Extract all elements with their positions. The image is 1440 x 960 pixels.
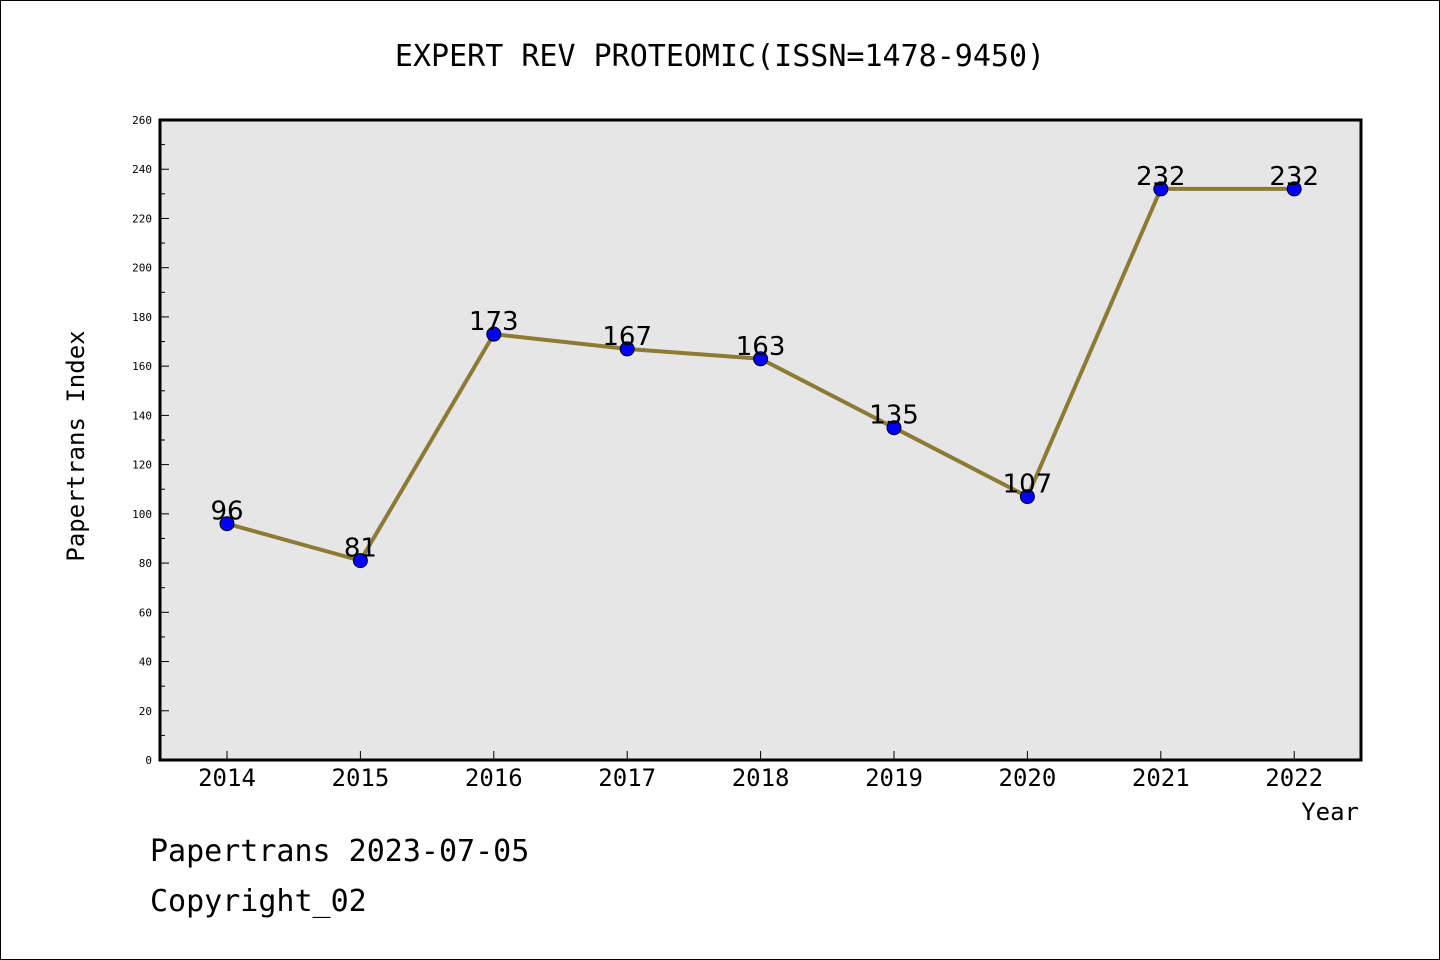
data-labels-group: 96 81 173 167 163 135 107 232 232 <box>210 162 1319 564</box>
plot-area <box>158 118 1363 762</box>
y-tick-label: 80 <box>139 557 152 570</box>
data-point-marker <box>753 351 769 367</box>
data-point-marker <box>486 326 502 342</box>
y-tick-label: 140 <box>132 409 152 422</box>
data-label: 81 <box>344 534 377 564</box>
data-label: 167 <box>602 322 652 352</box>
y-tick-label: 120 <box>132 459 152 472</box>
y-tick-label: 20 <box>139 705 152 718</box>
data-point-marker <box>352 553 368 569</box>
data-label: 135 <box>869 401 919 431</box>
data-point-marker <box>886 420 902 436</box>
y-tick-label: 220 <box>132 212 152 225</box>
y-axis-ticks: 0 20 40 60 80 100 120 140 160 180 200 220 240 260 <box>132 114 169 767</box>
x-tick-label: 2018 <box>732 764 790 792</box>
x-axis-ticks: 2014 2015 2016 2017 2018 2019 2020 2021 2022 <box>198 751 1323 792</box>
data-markers-group <box>219 181 1302 569</box>
x-tick-label: 2019 <box>865 764 923 792</box>
x-tick-label: 2020 <box>999 764 1057 792</box>
y-tick-label: 200 <box>132 262 152 275</box>
data-label: 163 <box>736 332 786 362</box>
x-tick-label: 2022 <box>1265 764 1323 792</box>
data-label: 96 <box>210 497 243 527</box>
data-point-marker <box>1153 181 1169 197</box>
y-tick-label: 0 <box>145 754 152 767</box>
y-tick-label: 260 <box>132 114 152 127</box>
y-axis-label: Papertrans Index <box>62 330 90 561</box>
x-axis-label: Year <box>1301 798 1359 826</box>
y-tick-label: 60 <box>139 606 152 619</box>
data-point-marker <box>219 516 235 532</box>
data-label: 173 <box>469 307 519 337</box>
chart-title: EXPERT REV PROTEOMIC(ISSN=1478-9450) <box>395 39 1045 74</box>
data-label: 232 <box>1269 162 1319 192</box>
data-point-marker <box>619 341 635 357</box>
footer-copyright-text: Copyright_02 <box>150 884 367 919</box>
x-tick-label: 2021 <box>1132 764 1190 792</box>
y-tick-label: 160 <box>132 360 152 373</box>
y-tick-label: 240 <box>132 163 152 176</box>
x-tick-label: 2015 <box>332 764 390 792</box>
data-label: 107 <box>1003 470 1053 500</box>
data-point-marker <box>1019 489 1035 505</box>
x-tick-label: 2014 <box>198 764 256 792</box>
data-point-marker <box>1286 181 1302 197</box>
x-tick-label: 2017 <box>598 764 656 792</box>
y-tick-label: 40 <box>139 656 152 669</box>
x-tick-label: 2016 <box>465 764 523 792</box>
data-label: 232 <box>1136 162 1186 192</box>
y-tick-label: 100 <box>132 508 152 521</box>
footer-date-text: Papertrans 2023-07-05 <box>150 834 530 869</box>
y-tick-label: 180 <box>132 311 152 324</box>
